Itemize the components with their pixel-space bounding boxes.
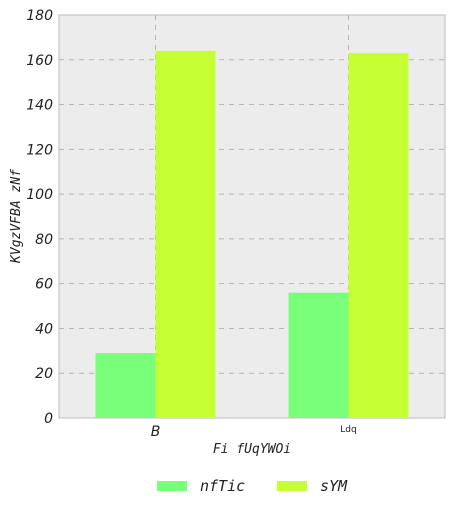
- y-tick-label: 160: [26, 53, 53, 69]
- y-tick-label: 180: [26, 8, 53, 24]
- y-tick-label: 120: [26, 142, 53, 158]
- x-tick-label: Ldq: [340, 425, 356, 435]
- y-tick-label: 80: [35, 232, 53, 248]
- y-tick-label: 20: [35, 366, 53, 382]
- bar-nfTic-Ldq: [288, 292, 349, 418]
- y-tick-label: 140: [26, 98, 53, 114]
- y-axis-ticks: 0 20 40 60 80 100 120 140 160 180: [26, 8, 53, 427]
- legend-swatch-nfTic: [157, 481, 187, 491]
- x-axis-title: Fi fUqYWOi: [213, 442, 291, 457]
- y-tick-label: 40: [35, 321, 53, 337]
- x-axis-ticks: B Ldq: [151, 424, 357, 440]
- bar-nfTic-B: [95, 353, 156, 418]
- bar-sYM-B: [155, 50, 216, 418]
- y-tick-label: 100: [26, 187, 53, 203]
- y-tick-label: 60: [35, 277, 53, 293]
- legend: nfTic sYM: [157, 477, 348, 495]
- bars: [95, 50, 409, 419]
- legend-swatch-sYM: [277, 481, 307, 491]
- y-axis-title: KVgzVFBA zNf: [9, 169, 24, 264]
- bar-sYM-Ldq: [348, 53, 409, 419]
- legend-label-sYM: sYM: [320, 477, 348, 495]
- legend-label-nfTic: nfTic: [200, 477, 245, 495]
- y-tick-label: 0: [44, 411, 53, 427]
- x-tick-label: B: [151, 424, 161, 440]
